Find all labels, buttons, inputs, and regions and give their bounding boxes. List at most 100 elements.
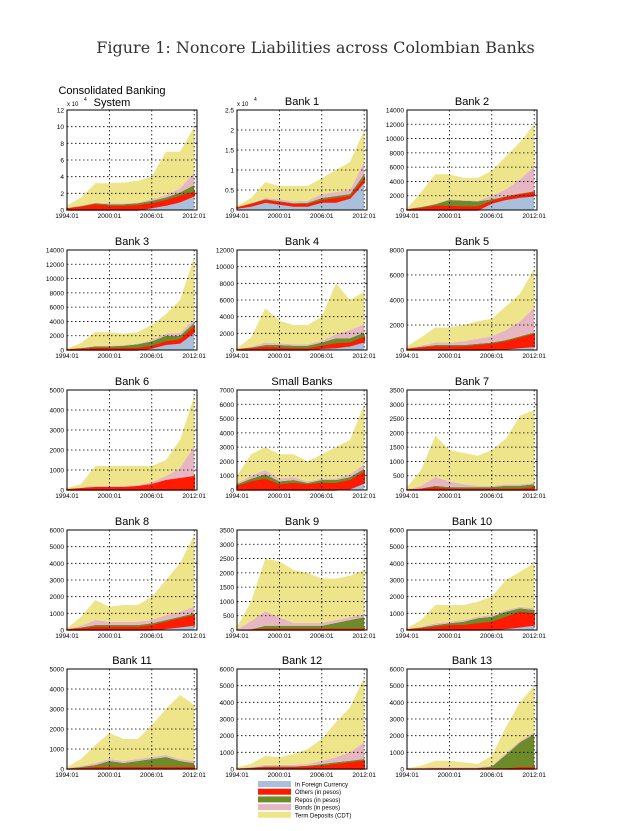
y-tick-label: 0 [230,488,234,495]
y-tick-label: 4000 [390,700,405,707]
plot-frame [66,668,198,770]
y-tick-label: 6000 [390,667,405,674]
area-repos [237,759,365,769]
x-tick-label: 2000:01 [98,493,122,500]
y-tick-label: 3000 [390,578,405,585]
area-cdt [237,558,365,630]
panel-title: System [94,97,131,109]
y-tick-label: 5000 [50,544,65,551]
y-tick-label: 4000 [50,408,65,415]
y-tick-label: 2000 [220,733,235,740]
area-repos [407,484,535,490]
y-tick-label: 12000 [216,248,234,255]
x-tick-label: 2006:01 [310,633,334,640]
area-cdt [237,404,365,483]
x-tick-label: 1994:01 [395,493,419,500]
x-tick-label: 2012:01 [182,353,206,360]
y-tick-label: 500 [223,613,234,620]
y-tick-label: 6 [60,158,64,165]
plot-frame [406,529,538,631]
area-bonds [237,464,365,485]
panel-bank-11: 0 1000 2000 3000 4000 5000 1994:01 2000:01 2006:… [50,655,207,779]
y-tick-label: 2000 [50,333,65,340]
area-bonds [237,324,365,350]
y-tick-label: 0 [400,348,404,355]
area-cdt [67,396,195,489]
panel-title: Bank 2 [455,96,489,108]
y-tick-label: 12000 [46,262,64,269]
panel-title: Bank 3 [115,236,149,248]
panel-title: Bank 4 [285,236,319,248]
x-tick-label: 2012:01 [352,213,376,220]
x-tick-label: 1994:01 [225,633,249,640]
y-tick-label: 4000 [390,179,405,186]
x-tick-label: 1994:01 [395,353,419,360]
area-bonds [237,162,365,208]
x-tick-label: 2006:01 [140,772,164,779]
x-tick-label: 2006:01 [140,633,164,640]
plot-frame [66,529,198,631]
y-tick-label: 0 [230,348,234,355]
y-tick-label: 2000 [390,594,405,601]
y-tick-label: 1000 [220,750,235,757]
x-tick-label: 2012:01 [352,633,376,640]
area-cdt [67,535,195,630]
y-tick-label: 0 [60,348,64,355]
y-scale-exponent: 4 [254,97,257,103]
x-tick-label: 2006:01 [310,213,334,220]
y-tick-label: 4000 [220,700,235,707]
y-tick-label: 4000 [50,561,65,568]
y-tick-label: 2 [230,128,234,135]
y-tick-label: 6000 [390,273,405,280]
plot-frame [406,249,538,351]
area-cdt [67,126,195,209]
figure-title: Figure 1: Noncore Liabilities across Col… [96,38,535,57]
y-scale-label: x 10 [237,102,249,108]
x-tick-label: 1994:01 [225,772,249,779]
x-tick-label: 2000:01 [98,772,122,779]
plot-frame [66,249,198,351]
y-tick-label: 3000 [220,542,235,549]
x-tick-label: 2000:01 [98,213,122,220]
plot-frame [236,109,368,211]
area-cdt [407,268,535,349]
area-cdt [237,130,365,208]
y-tick-label: 3000 [50,707,65,714]
y-tick-label: 8000 [220,281,235,288]
panel-bank-4: 0 2000 4000 6000 8000 10000 12000 1994:01 2000:0… [216,236,376,360]
area-repos [67,185,195,209]
y-tick-label: 6000 [390,528,405,535]
y-tick-label: 1000 [220,599,235,606]
x-tick-label: 2000:01 [98,353,122,360]
y-tick-label: 7000 [220,388,235,395]
x-tick-label: 2012:01 [522,353,546,360]
area-cdt [407,685,535,769]
plot-frame [236,249,368,351]
x-tick-label: 2006:01 [310,353,334,360]
x-tick-label: 2006:01 [480,633,504,640]
y-tick-label: 8000 [390,248,405,255]
x-tick-label: 2006:01 [140,353,164,360]
x-tick-label: 2000:01 [438,493,462,500]
area-bonds [67,755,195,769]
legend-swatch-repos [258,796,291,803]
y-tick-label: 0 [400,488,404,495]
x-tick-label: 1994:01 [225,213,249,220]
x-tick-label: 2000:01 [268,633,292,640]
y-tick-label: 0 [400,208,404,215]
plot-frame [66,389,198,491]
y-tick-label: 6000 [220,667,235,674]
y-tick-label: 10000 [46,276,64,283]
x-tick-label: 2000:01 [438,633,462,640]
panel-bank-10: 0 1000 2000 3000 4000 5000 6000 1994:01 2000:01 2… [390,516,547,640]
panel-bank-1: 0 0.5 1 1.5 2 2.5 1994:01 2000:01 2006:01 2012:01… [225,96,376,220]
area-foreign [67,195,195,210]
area-bonds [407,477,535,490]
x-tick-label: 2006:01 [310,493,334,500]
x-tick-label: 1994:01 [395,213,419,220]
panel-consolidated-banking-system: 0 2 4 6 8 10 12 1994:01 2000:01 2006:01 2012:01 Con… [55,85,206,220]
plot-frame [66,109,198,211]
area-foreign [237,482,365,490]
x-tick-label: 2006:01 [480,353,504,360]
